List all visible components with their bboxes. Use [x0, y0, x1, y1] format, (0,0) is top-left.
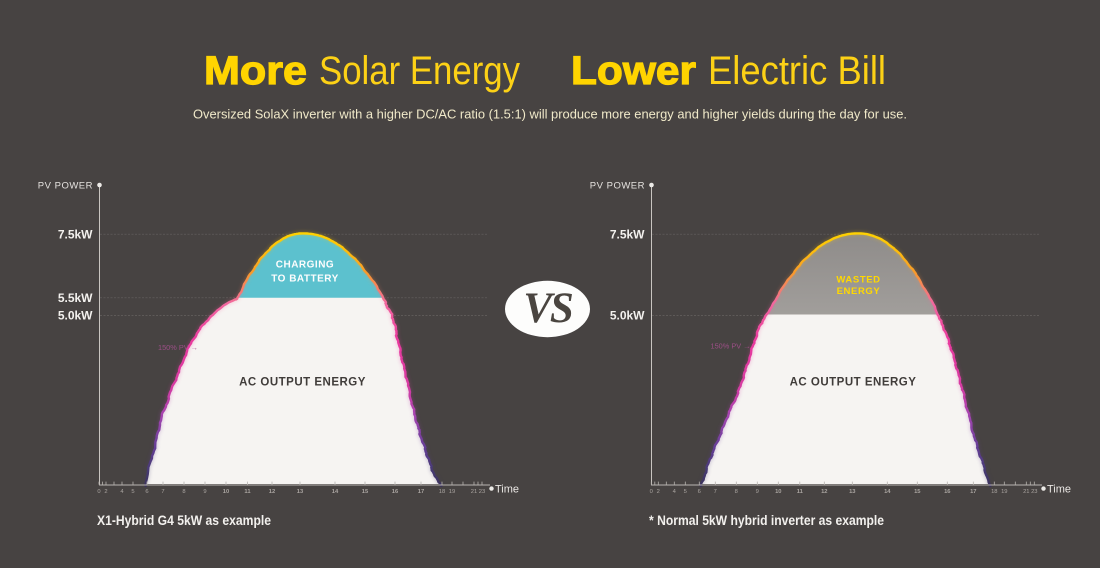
svg-text:16: 16: [944, 489, 951, 495]
svg-text:Electric Bill: Electric Bill: [708, 49, 886, 93]
svg-text:Lower: Lower: [571, 49, 696, 93]
svg-text:14: 14: [332, 489, 339, 495]
svg-text:16: 16: [392, 489, 399, 495]
svg-text:17: 17: [418, 489, 424, 495]
svg-text:5: 5: [131, 489, 134, 495]
svg-text:Oversized SolaX inverter with: Oversized SolaX inverter with a higher D…: [193, 107, 907, 122]
svg-text:7.5kW: 7.5kW: [610, 227, 645, 241]
svg-text:15: 15: [914, 489, 921, 495]
svg-text:17: 17: [970, 489, 976, 495]
svg-text:7: 7: [161, 489, 164, 495]
svg-text:9: 9: [203, 489, 206, 495]
svg-text:19: 19: [1001, 489, 1007, 495]
svg-text:18: 18: [439, 489, 445, 495]
svg-text:8: 8: [735, 489, 738, 495]
svg-text:PV POWER: PV POWER: [590, 181, 645, 192]
svg-text:CHARGING: CHARGING: [276, 260, 334, 271]
svg-text:5.5kW: 5.5kW: [58, 291, 93, 305]
svg-text:6: 6: [698, 489, 701, 495]
svg-text:ENERGY: ENERGY: [837, 286, 881, 297]
svg-text:150% PV →: 150% PV →: [158, 343, 198, 352]
svg-text:13: 13: [849, 489, 856, 495]
svg-text:Solar Energy: Solar Energy: [319, 49, 520, 93]
svg-text:11: 11: [244, 489, 251, 495]
svg-text:AC OUTPUT ENERGY: AC OUTPUT ENERGY: [239, 376, 366, 388]
svg-text:12: 12: [269, 489, 275, 495]
svg-text:23: 23: [1031, 489, 1037, 495]
svg-text:Time: Time: [1047, 484, 1071, 496]
svg-text:6: 6: [145, 489, 148, 495]
svg-text:21: 21: [1023, 489, 1029, 495]
svg-text:12: 12: [821, 489, 827, 495]
svg-text:19: 19: [449, 489, 455, 495]
svg-text:8: 8: [182, 489, 185, 495]
svg-text:* Normal 5kW hybrid inverter a: * Normal 5kW hybrid inverter as example: [649, 513, 884, 528]
svg-text:150% PV →: 150% PV →: [711, 341, 751, 350]
svg-text:10: 10: [223, 489, 229, 495]
svg-text:WASTED: WASTED: [836, 274, 880, 285]
svg-text:5.0kW: 5.0kW: [58, 309, 93, 323]
svg-text:2: 2: [657, 489, 660, 495]
svg-text:11: 11: [797, 489, 804, 495]
svg-text:15: 15: [362, 489, 369, 495]
svg-text:X1-Hybrid G4 5kW as example: X1-Hybrid G4 5kW as example: [97, 513, 271, 528]
svg-text:7.5kW: 7.5kW: [58, 227, 93, 241]
svg-text:9: 9: [756, 489, 759, 495]
svg-text:AC OUTPUT ENERGY: AC OUTPUT ENERGY: [790, 376, 917, 388]
svg-text:0: 0: [97, 489, 100, 495]
svg-text:VS: VS: [523, 285, 572, 332]
svg-text:23: 23: [479, 489, 485, 495]
svg-text:More: More: [204, 49, 307, 93]
svg-text:TO BATTERY: TO BATTERY: [271, 274, 339, 285]
svg-text:5.0kW: 5.0kW: [610, 309, 645, 323]
svg-text:0: 0: [650, 489, 653, 495]
svg-text:21: 21: [471, 489, 477, 495]
svg-text:PV POWER: PV POWER: [38, 181, 93, 192]
svg-text:18: 18: [991, 489, 997, 495]
svg-text:5: 5: [684, 489, 687, 495]
svg-text:10: 10: [775, 489, 781, 495]
svg-text:14: 14: [884, 489, 891, 495]
svg-text:7: 7: [714, 489, 717, 495]
svg-text:4: 4: [673, 489, 677, 495]
svg-text:13: 13: [297, 489, 304, 495]
svg-text:Time: Time: [495, 484, 519, 496]
svg-text:4: 4: [120, 489, 124, 495]
svg-text:2: 2: [104, 489, 107, 495]
